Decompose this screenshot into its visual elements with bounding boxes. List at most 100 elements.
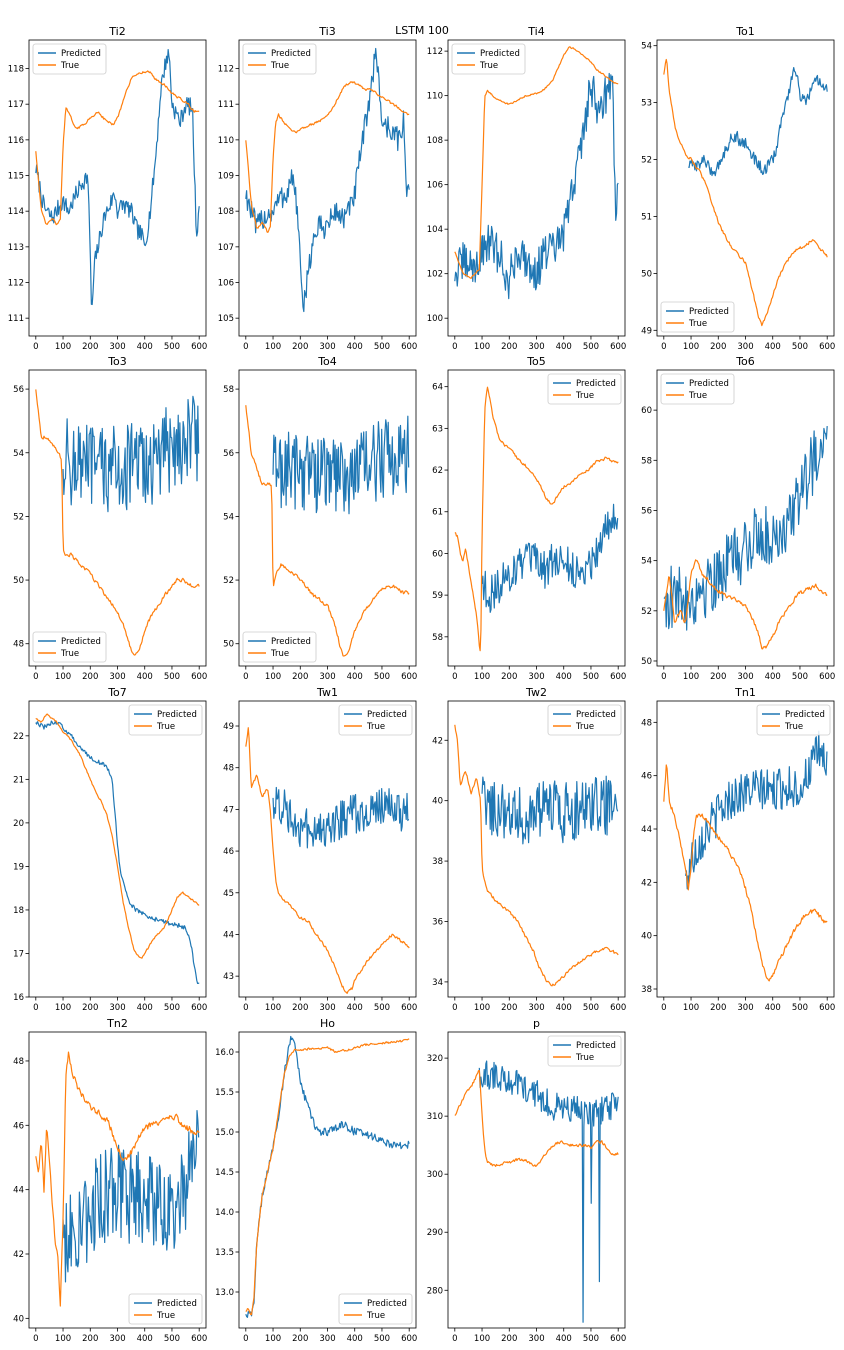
x-tick-label: 100	[265, 342, 281, 352]
axes-frame	[656, 39, 835, 337]
x-tick-label: 100	[474, 1003, 490, 1013]
x-tick-label: 600	[191, 342, 207, 352]
legend-label-true: True	[270, 61, 289, 71]
legend: Predicted True	[547, 1035, 622, 1067]
x-tick-label: 500	[374, 1003, 390, 1013]
x-tick-label: 0	[452, 1003, 457, 1013]
x-tick-label: 600	[610, 1003, 626, 1013]
y-tick-label: 104	[427, 225, 443, 235]
legend: Predicted True	[660, 373, 735, 405]
y-tick-label: 110	[427, 92, 443, 102]
x-tick-label: 500	[792, 672, 808, 682]
x-tick-label: 500	[374, 1334, 390, 1344]
x-tick-label: 600	[401, 672, 417, 682]
series-line-true	[35, 713, 200, 959]
y-tick-label: 22	[13, 732, 24, 742]
y-tick-label: 52	[641, 607, 652, 617]
legend-label-predicted: Predicted	[271, 637, 311, 647]
subplot-tw2: Tw2 0 100 200 300 400 500 600 34 36 38 40 42 Predicte…	[432, 686, 626, 1013]
y-tick-label: 40	[13, 1314, 24, 1324]
x-tick-label: 400	[765, 1003, 781, 1013]
x-tick-label: 600	[401, 1334, 417, 1344]
series-line-true	[454, 386, 619, 652]
y-tick-label: 115	[8, 172, 24, 182]
series-line-predicted	[663, 426, 828, 631]
y-tick-label: 102	[427, 270, 443, 280]
x-tick-label: 300	[109, 342, 125, 352]
x-tick-label: 100	[55, 342, 71, 352]
y-tick-label: 56	[641, 506, 652, 516]
x-tick-label: 200	[82, 342, 98, 352]
x-tick-label: 200	[82, 1334, 98, 1344]
y-tick-label: 20	[13, 819, 24, 829]
series-line-predicted	[35, 720, 200, 985]
x-tick-label: 0	[452, 342, 457, 352]
y-tick-label: 54	[641, 557, 652, 567]
y-tick-label: 48	[13, 1057, 24, 1067]
subplot-to3: To3 0 100 200 300 400 500 600 48 50 52 54 56 Predicte…	[13, 355, 207, 682]
legend: Predicted True	[660, 301, 735, 333]
x-tick-label: 0	[33, 1003, 38, 1013]
y-tick-label: 50	[223, 640, 234, 650]
x-tick-label: 300	[319, 1003, 335, 1013]
y-tick-label: 13.0	[215, 1288, 234, 1298]
x-tick-label: 0	[33, 1334, 38, 1344]
series-line-predicted	[62, 1110, 200, 1283]
x-tick-label: 300	[528, 1334, 544, 1344]
y-tick-label: 48	[641, 718, 652, 728]
legend-label-predicted: Predicted	[689, 379, 729, 389]
subplot-title: p	[533, 1017, 540, 1030]
x-tick-label: 200	[292, 1334, 308, 1344]
y-tick-label: 44	[223, 930, 234, 940]
x-tick-label: 100	[265, 1334, 281, 1344]
subplot-title: To4	[317, 355, 337, 368]
legend-box	[660, 373, 735, 405]
y-tick-label: 40	[432, 797, 443, 807]
y-tick-label: 62	[432, 466, 443, 476]
x-tick-label: 400	[347, 1003, 363, 1013]
x-tick-label: 100	[265, 672, 281, 682]
x-tick-label: 300	[109, 1003, 125, 1013]
y-tick-label: 56	[223, 449, 234, 459]
axes-frame	[447, 39, 626, 337]
y-tick-label: 114	[8, 207, 24, 217]
legend-label-true: True	[688, 319, 707, 329]
axes-frame	[28, 1031, 207, 1329]
x-tick-label: 400	[137, 1334, 153, 1344]
legend-label-predicted: Predicted	[61, 49, 101, 59]
y-tick-label: 38	[641, 985, 652, 995]
series-line-true	[663, 764, 828, 982]
x-tick-label: 200	[292, 342, 308, 352]
y-tick-label: 61	[432, 508, 443, 518]
legend-label-predicted: Predicted	[480, 49, 520, 59]
x-tick-label: 100	[683, 672, 699, 682]
legend-label-predicted: Predicted	[367, 710, 407, 720]
series-line-predicted	[62, 395, 200, 513]
x-tick-label: 600	[191, 1003, 207, 1013]
x-tick-label: 0	[33, 672, 38, 682]
x-tick-label: 0	[661, 342, 666, 352]
y-tick-label: 21	[13, 775, 24, 785]
legend-label-true: True	[688, 391, 707, 401]
subplot-title: To5	[526, 355, 546, 368]
x-tick-label: 200	[710, 672, 726, 682]
y-tick-label: 60	[641, 406, 652, 416]
y-tick-label: 46	[223, 847, 234, 857]
x-tick-label: 300	[737, 342, 753, 352]
x-tick-label: 200	[82, 1003, 98, 1013]
legend-label-predicted: Predicted	[157, 710, 197, 720]
legend-label-true: True	[60, 649, 79, 659]
x-tick-label: 300	[319, 1334, 335, 1344]
x-tick-label: 100	[683, 1003, 699, 1013]
x-tick-label: 200	[501, 1334, 517, 1344]
series-line-predicted	[454, 72, 619, 300]
y-tick-label: 100	[427, 314, 443, 324]
y-tick-label: 54	[13, 449, 24, 459]
legend-box	[547, 373, 622, 405]
y-tick-label: 47	[223, 805, 234, 815]
x-tick-label: 400	[556, 1003, 572, 1013]
legend-label-true: True	[479, 61, 498, 71]
x-tick-label: 0	[661, 672, 666, 682]
y-tick-label: 111	[218, 100, 234, 110]
series-line-true	[35, 70, 200, 226]
